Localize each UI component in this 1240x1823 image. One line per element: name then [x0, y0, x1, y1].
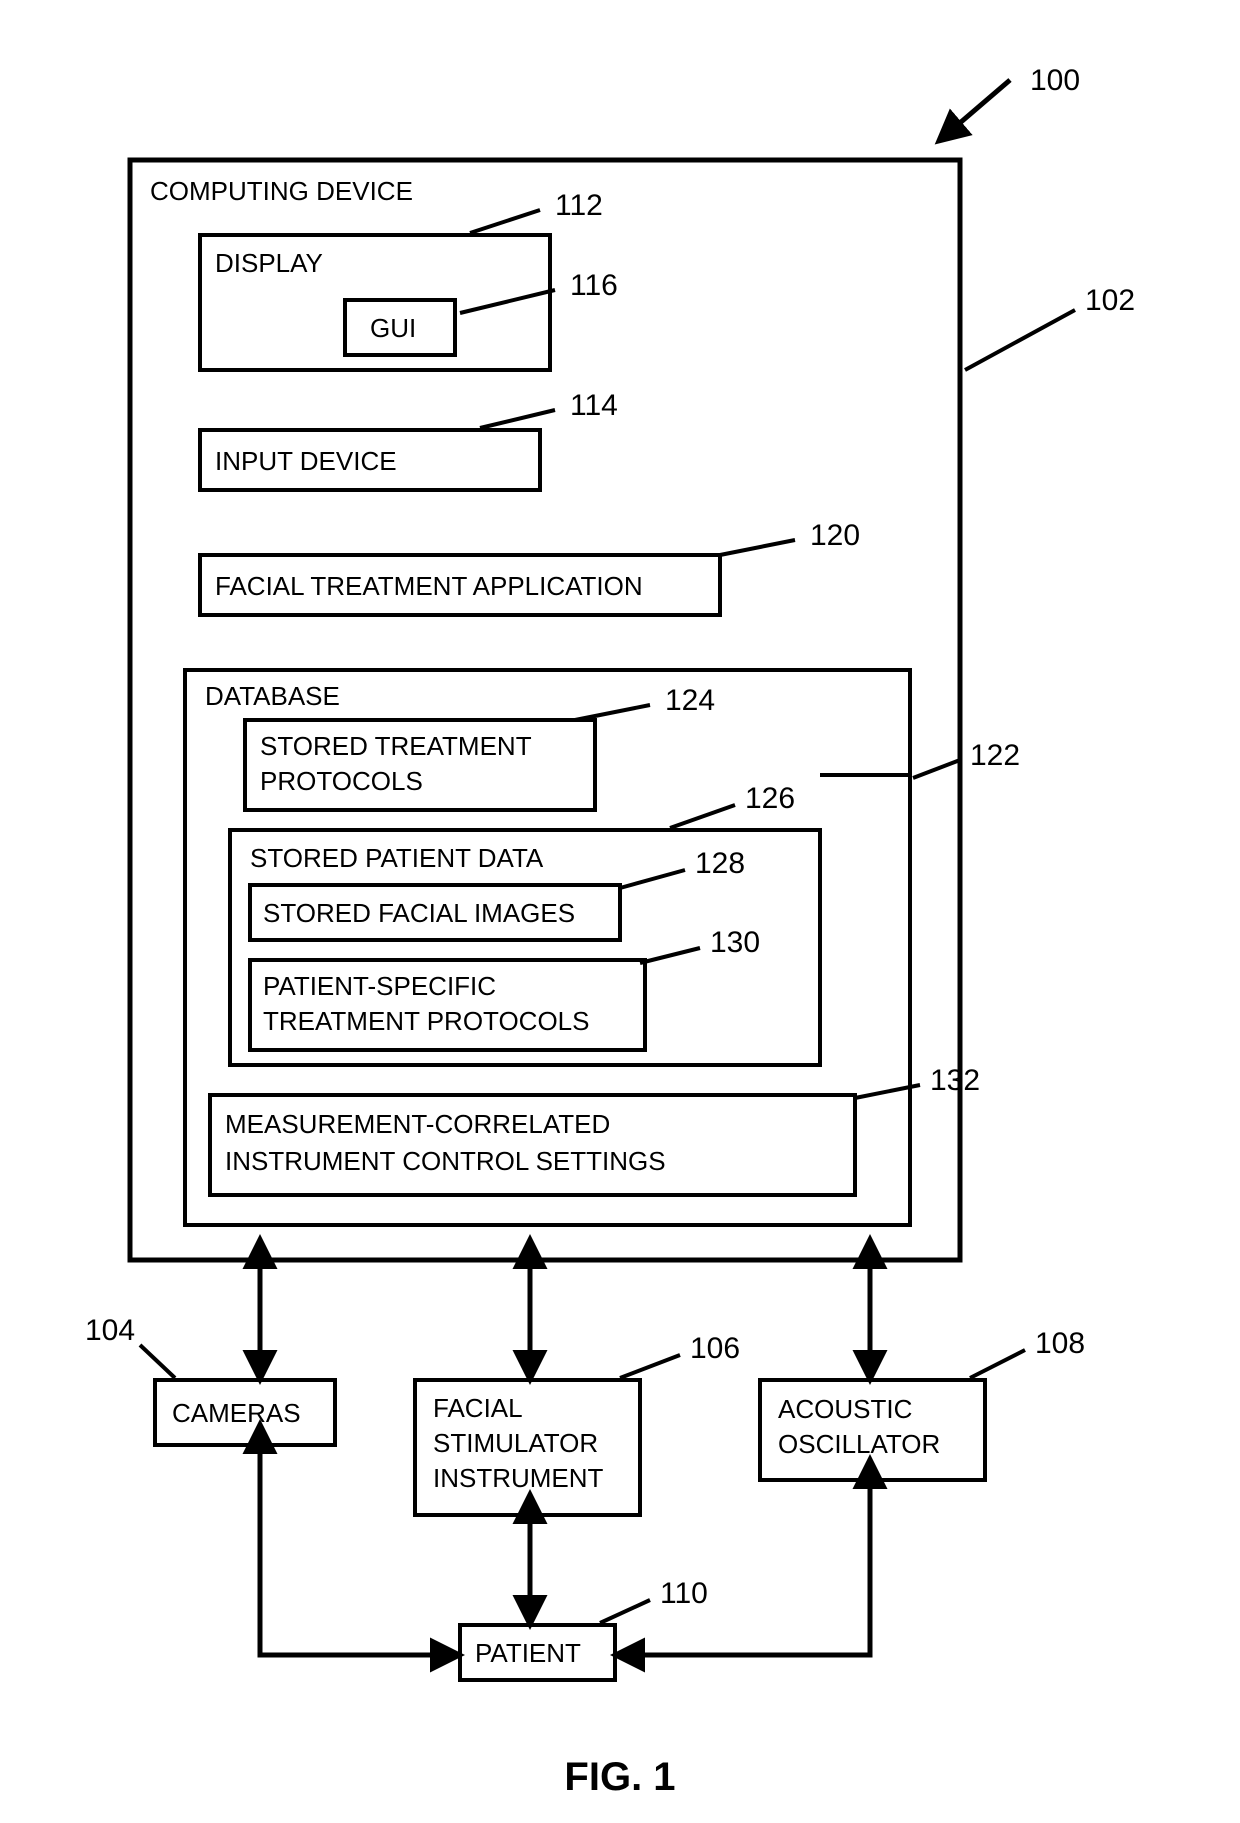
- label-facial-app: FACIAL TREATMENT APPLICATION: [215, 571, 643, 601]
- ref-measurement-settings: 132: [930, 1064, 980, 1097]
- ref-computing-device: 102: [1085, 284, 1135, 317]
- ref-acoustic: 108: [1035, 1327, 1085, 1360]
- label-stored-patient-data: STORED PATIENT DATA: [250, 843, 544, 873]
- ref-leader-108: 108: [970, 1327, 1085, 1378]
- ref-leader-106: 106: [620, 1332, 740, 1378]
- label-input-device: INPUT DEVICE: [215, 446, 397, 476]
- label-acoustic-l1: ACOUSTIC: [778, 1394, 912, 1424]
- label-patient: PATIENT: [475, 1638, 581, 1668]
- ref-arrow-system: 100: [940, 64, 1080, 140]
- label-cameras: CAMERAS: [172, 1398, 301, 1428]
- ref-input-device: 114: [570, 389, 618, 422]
- ref-cameras: 104: [85, 1314, 135, 1347]
- ref-leader-104: 104: [85, 1314, 175, 1378]
- label-display: DISPLAY: [215, 248, 323, 278]
- label-stored-protocols-l1: STORED TREATMENT: [260, 731, 532, 761]
- ref-leader-110: 110: [600, 1577, 708, 1623]
- ref-stored-protocols: 124: [665, 684, 715, 717]
- ref-system: 100: [1030, 64, 1080, 97]
- label-stored-protocols-l2: PROTOCOLS: [260, 766, 423, 796]
- conn-acoustic-patient: [617, 1482, 870, 1655]
- ref-stored-facial-images: 128: [695, 847, 745, 880]
- label-stored-facial-images: STORED FACIAL IMAGES: [263, 898, 575, 928]
- label-facial-stim-l1: FACIAL: [433, 1393, 523, 1423]
- ref-stored-patient-data: 126: [745, 782, 795, 815]
- label-measurement-l2: INSTRUMENT CONTROL SETTINGS: [225, 1146, 666, 1176]
- label-facial-stim-l3: INSTRUMENT: [433, 1463, 604, 1493]
- label-measurement-l1: MEASUREMENT-CORRELATED: [225, 1109, 610, 1139]
- ref-gui: 116: [570, 269, 618, 302]
- ref-database: 122: [970, 739, 1020, 772]
- label-database: DATABASE: [205, 681, 340, 711]
- label-acoustic-l2: OSCILLATOR: [778, 1429, 940, 1459]
- label-facial-stim-l2: STIMULATOR: [433, 1428, 598, 1458]
- ref-patient: 110: [660, 1577, 708, 1610]
- ref-facial-stim: 106: [690, 1332, 740, 1365]
- ref-facial-app: 120: [810, 519, 860, 552]
- ref-patient-specific: 130: [710, 926, 760, 959]
- figure-caption: FIG. 1: [564, 1755, 675, 1799]
- ref-display: 112: [555, 189, 603, 222]
- label-computing-device: COMPUTING DEVICE: [150, 176, 413, 206]
- label-gui: GUI: [370, 313, 416, 343]
- label-patient-specific-l1: PATIENT-SPECIFIC: [263, 971, 496, 1001]
- label-patient-specific-l2: TREATMENT PROTOCOLS: [263, 1006, 590, 1036]
- ref-leader-102: 102: [965, 284, 1135, 370]
